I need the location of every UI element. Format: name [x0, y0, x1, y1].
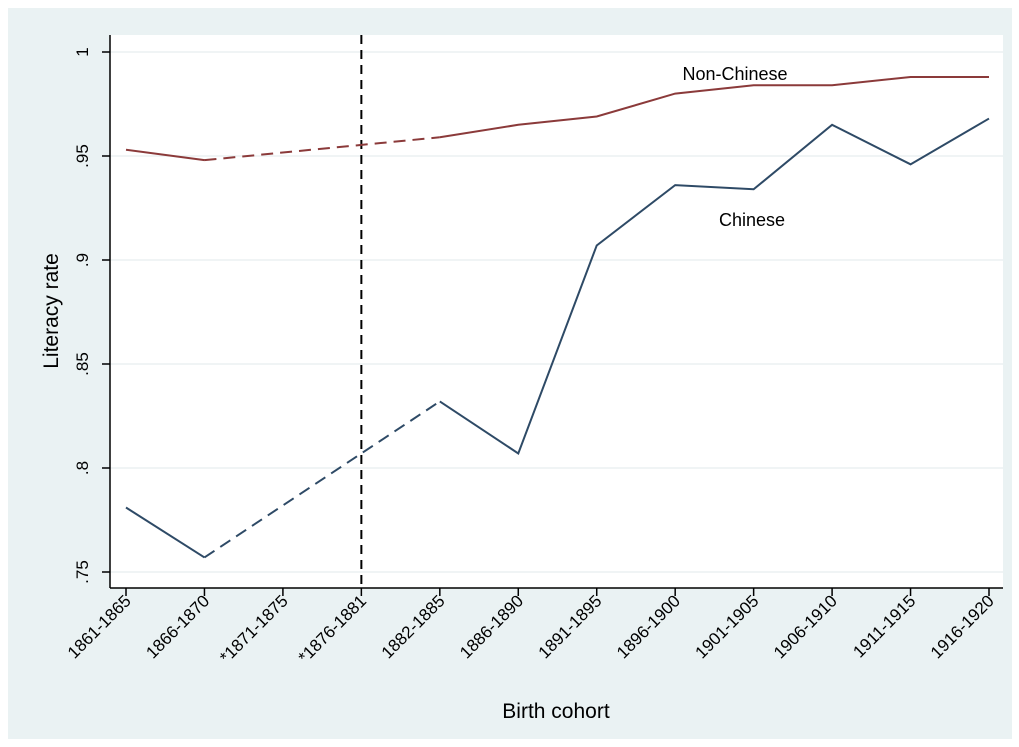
y-tick-label: .9 — [73, 253, 92, 267]
y-axis-title: Literacy rate — [40, 253, 63, 369]
y-tick-label: .95 — [73, 144, 92, 168]
x-axis-title: Birth cohort — [502, 700, 610, 723]
series-line-chinese-late — [439, 117, 990, 455]
axes — [102, 35, 1003, 596]
y-tick-label: .85 — [73, 352, 92, 376]
series-line-chinese-interpolated — [203, 400, 441, 559]
series-line-non-chinese-early — [125, 148, 205, 162]
series-lines — [125, 75, 990, 559]
y-tick-label: .8 — [73, 461, 92, 475]
y-tick-label: .75 — [73, 560, 92, 584]
series-label-chinese: Chinese — [719, 210, 785, 230]
plot-area — [110, 35, 1003, 588]
series-line-chinese-early — [125, 506, 205, 559]
y-tick-label: 1 — [73, 47, 92, 56]
series-label-non-chinese: Non-Chinese — [682, 64, 787, 84]
gridlines — [110, 51, 1003, 573]
series-labels: Non-Chinese Chinese — [682, 64, 787, 230]
series-line-non-chinese-interpolated — [204, 136, 440, 162]
series-line-non-chinese-late — [439, 75, 989, 139]
